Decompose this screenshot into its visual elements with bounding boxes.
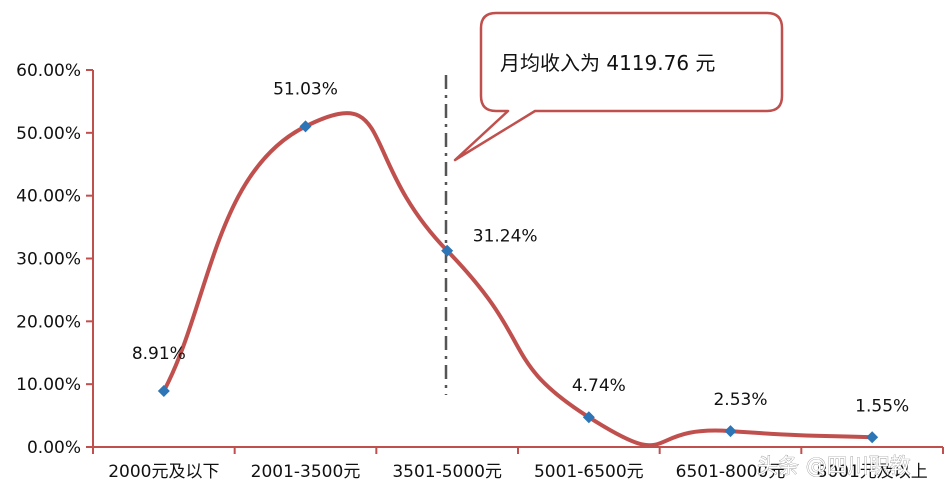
y-tick-label: 30.00% [16,250,81,270]
callout-text: 月均收入为 4119.76 元 [500,51,715,75]
y-tick-label: 40.00% [16,187,81,207]
x-tick-label: 2000元及以下 [108,462,219,482]
data-point [299,120,312,133]
data-point [157,385,170,398]
y-tick-label: 60.00% [16,61,81,81]
callout-box [453,11,784,162]
data-label: 51.03% [273,79,338,99]
y-tick-label: 50.00% [16,124,81,144]
data-labels: 8.91% 51.03% 31.24% 4.74% 2.53% 1.55% [132,79,909,416]
y-axis-ticks: 0.00% 10.00% 20.00% 30.00% 40.00% 50.00% 60.00… [16,61,93,458]
watermark: 头条 @四川职教 [757,454,911,478]
x-tick-label: 8001元及以上 [817,462,928,482]
data-label: 1.55% [855,396,909,416]
x-tick-label: 5001-6500元 [534,462,644,482]
data-point [441,244,454,257]
data-label: 2.53% [713,390,767,410]
data-point [582,411,595,424]
y-tick-label: 10.00% [16,375,81,395]
x-tick-label: 3501-5000元 [392,462,502,482]
y-tick-label: 20.00% [16,312,81,332]
x-tick-label: 2001-3500元 [251,462,361,482]
series-line [162,111,873,448]
data-points [157,120,879,444]
data-point [866,431,879,444]
data-label: 4.74% [572,376,626,396]
x-axis-ticks: 2000元及以下 2001-3500元 3501-5000元 5001-6500元 65… [92,447,944,482]
x-tick-label: 6501-8000元 [676,462,786,482]
data-point [724,425,737,438]
data-label: 8.91% [132,344,186,364]
data-label: 31.24% [473,227,538,247]
y-tick-label: 0.00% [27,438,81,458]
